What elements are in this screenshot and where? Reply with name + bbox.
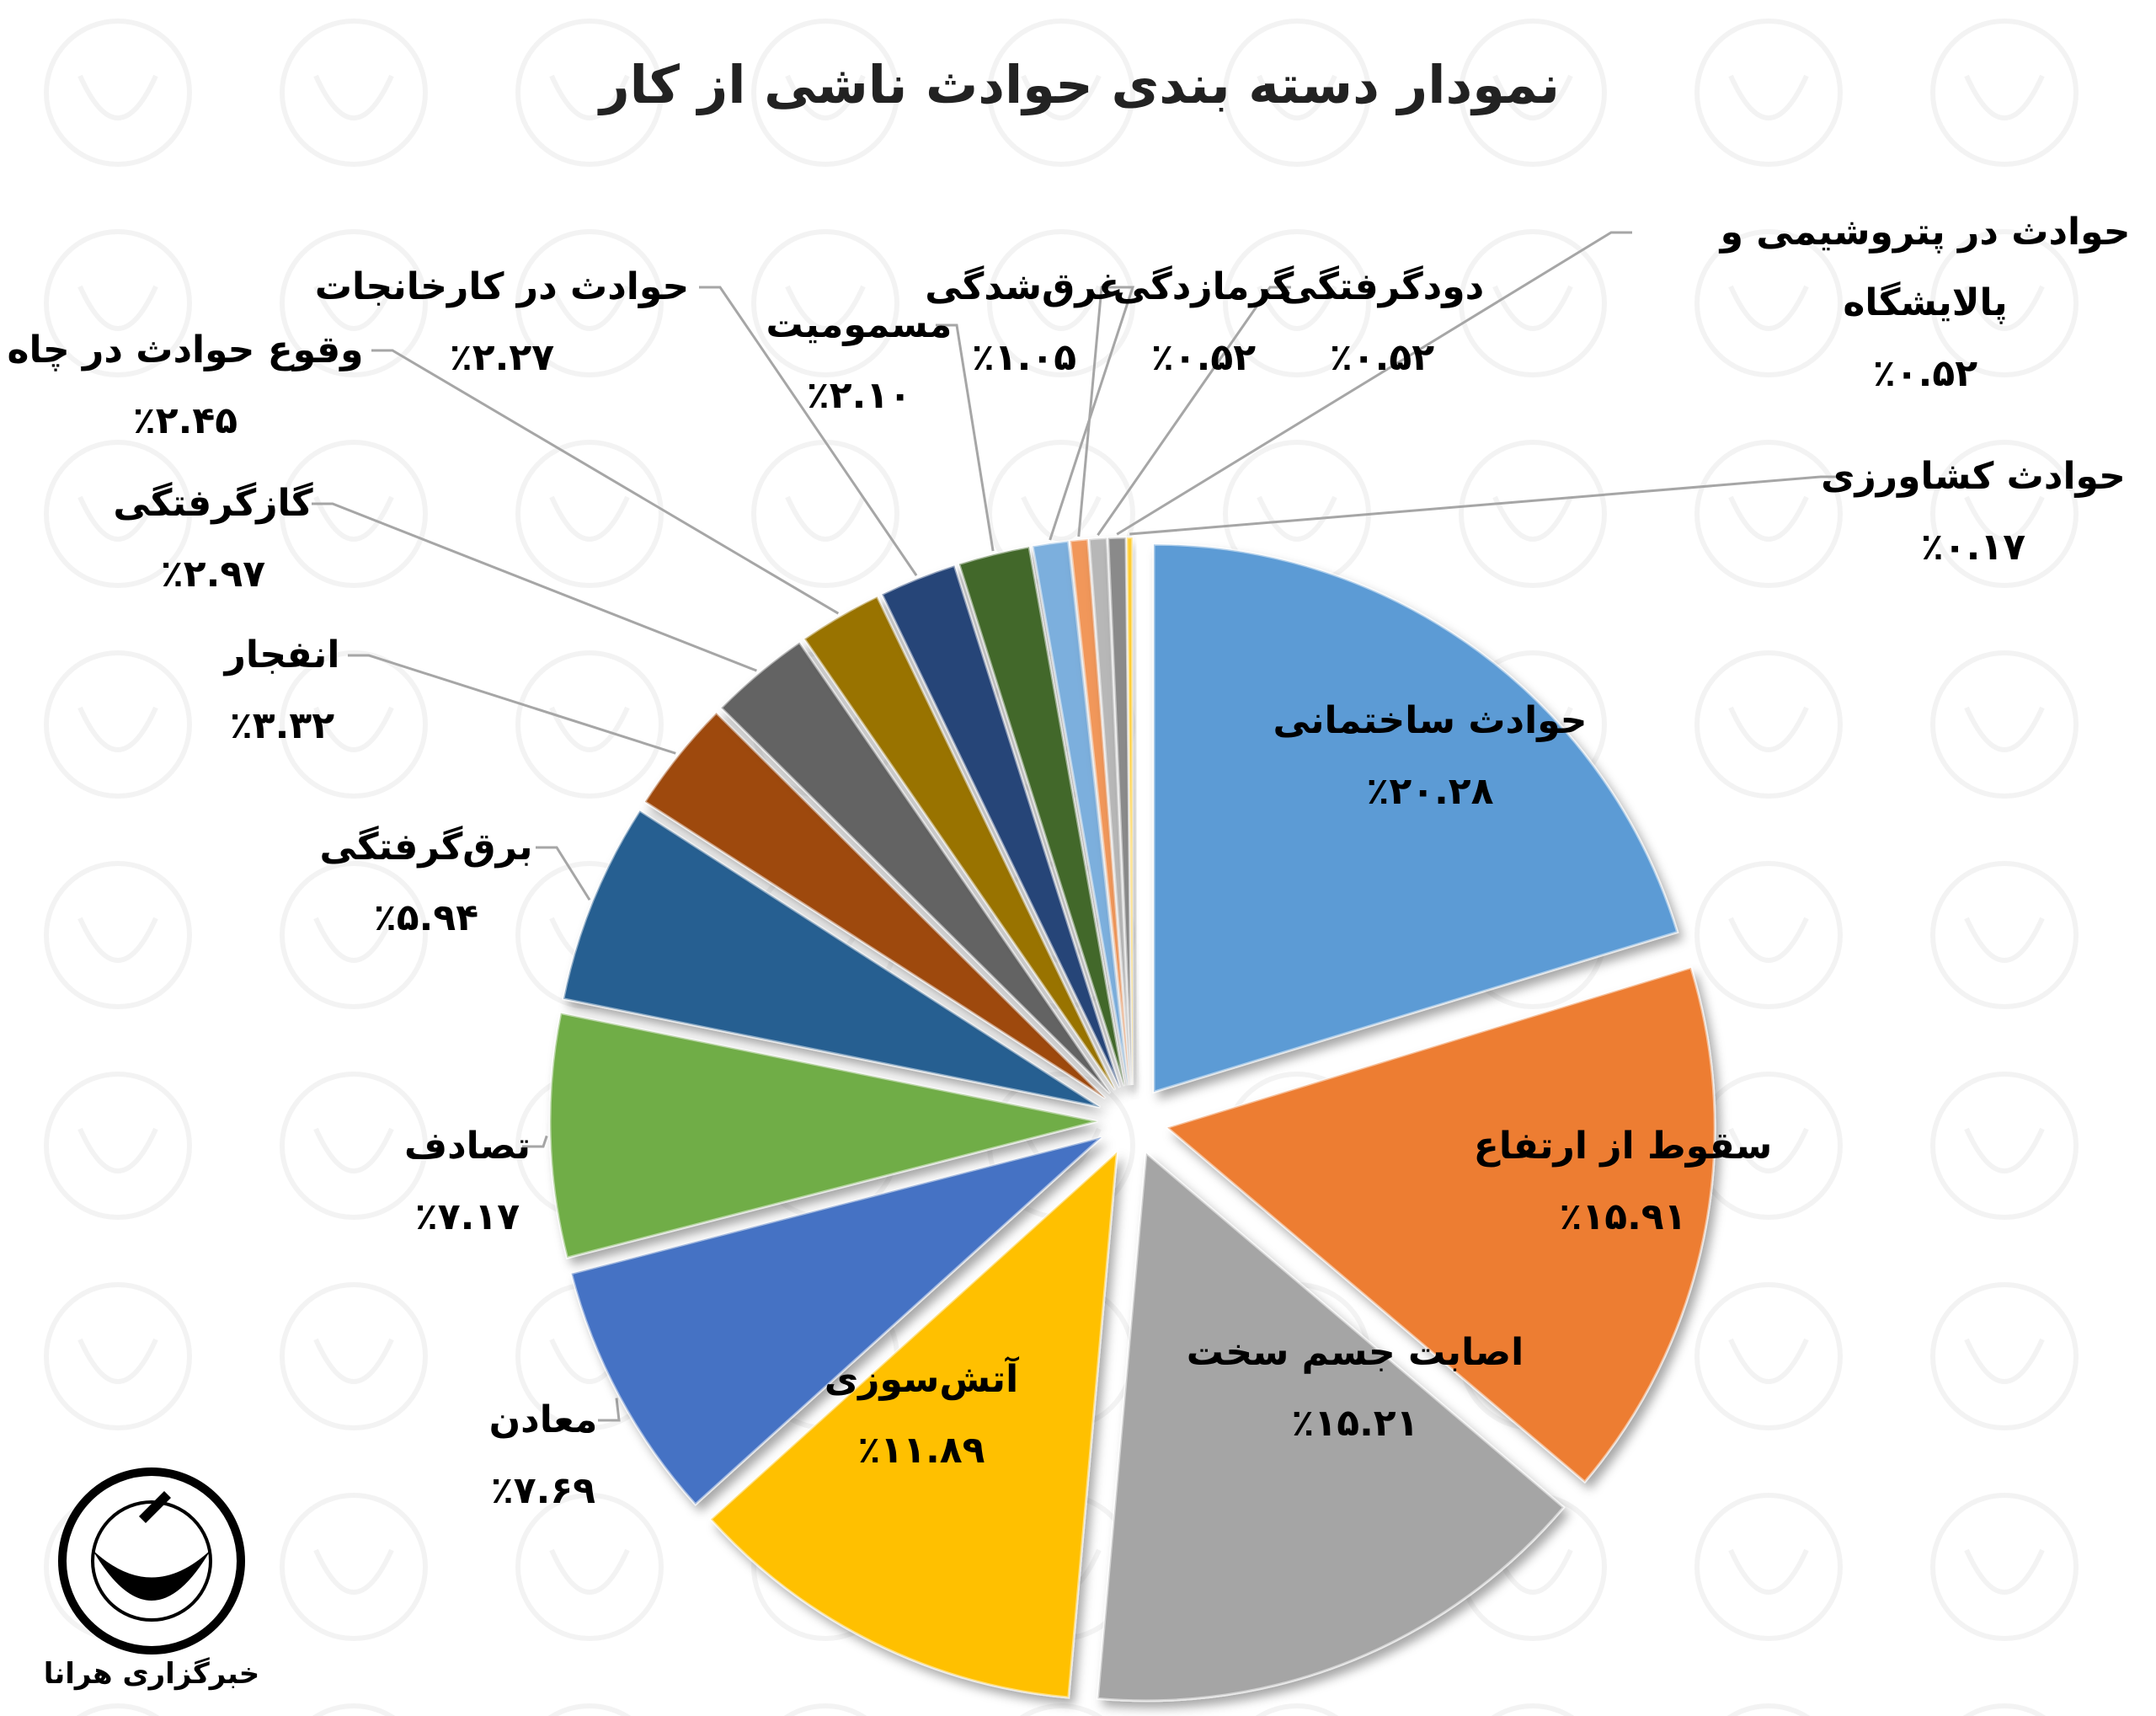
slice-value-label: ٪۱۵.۲۱ — [1292, 1402, 1419, 1445]
leader-line — [536, 846, 591, 901]
chart-title: نمودار دسته بندی حوادث ناشی از کار — [597, 54, 1560, 115]
leader-line — [699, 286, 918, 576]
slice-label: دودگرفتگی — [1280, 265, 1484, 308]
leader-lines — [312, 231, 1842, 1422]
slice-value-label: ٪۲۰.۲۸ — [1367, 770, 1494, 813]
slice-label: تصادف — [404, 1125, 531, 1168]
leader-line — [1116, 231, 1632, 536]
leader-line — [371, 349, 840, 615]
slice-label: گرمازدگی — [1113, 265, 1294, 308]
logo-caption: خبرگزاری هرانا — [44, 1657, 260, 1691]
leader-line — [312, 502, 757, 672]
slice-value-label: ٪۲.۴۵ — [133, 399, 237, 442]
slice-label: گازگرفتگی — [113, 481, 313, 525]
pie-slice — [957, 545, 1126, 1087]
logo: خبرگزاری هرانا — [44, 1467, 260, 1691]
pie-slice — [569, 1136, 1103, 1506]
pie-slice — [708, 1148, 1119, 1699]
slice-label: حوادث در کارخانجات — [315, 265, 689, 308]
slice-label: پالایشگاه — [1843, 281, 2007, 324]
pie-slice — [1165, 965, 1716, 1484]
slice-labels: حوادث ساختمانی ٪۲۰.۲۸ سقوط از ارتفاع ٪۱۵.۹۱… — [7, 211, 2130, 1512]
slice-label: انفجار — [223, 633, 340, 676]
leader-line — [522, 1135, 548, 1148]
leader-line — [348, 654, 676, 755]
slice-label: وقوع حوادث در چاه — [7, 329, 363, 372]
slice-value-label: ٪۰.۵۲ — [1330, 336, 1434, 379]
slice-value-label: ٪۷.۱۷ — [415, 1195, 520, 1238]
slice-label: حوادث کشاورزی — [1821, 455, 2126, 498]
pie-slice — [1152, 543, 1679, 1094]
leader-line — [1077, 286, 1123, 537]
pie-slice — [643, 711, 1107, 1099]
pie-slice — [719, 640, 1112, 1094]
slice-value-label: ٪۲.۱۰ — [807, 374, 911, 417]
slice-label: اصابت جسم سخت — [1187, 1331, 1524, 1374]
slice-label: غرق‌شدگی — [925, 265, 1123, 308]
slice-value-label: ٪۲.۹۷ — [161, 553, 265, 596]
leader-line — [598, 1398, 621, 1422]
pie-slice — [1096, 1150, 1566, 1703]
pie-slice — [548, 1011, 1098, 1259]
slice-value-label: ٪۳.۳۲ — [230, 704, 334, 747]
slice-label: مسمومیت — [766, 303, 953, 346]
pie-slice — [1031, 539, 1129, 1086]
pie-slice — [880, 564, 1121, 1088]
slice-label: حوادث در پتروشیمی و — [1719, 211, 2131, 254]
pie-slice — [1125, 536, 1134, 1086]
slice-value-label: ٪۱۵.۹۱ — [1560, 1195, 1687, 1238]
slice-value-label: ٪۰.۵۲ — [1873, 352, 1977, 395]
slice-label: برق‌گرفتگی — [319, 825, 532, 869]
slice-label: آتش‌سوزی — [825, 1355, 1019, 1401]
slice-value-label: ٪۱۱.۸۹ — [858, 1429, 985, 1472]
pie-slice — [803, 595, 1117, 1091]
pie-slices — [548, 536, 1716, 1703]
slice-label: سقوط از ارتفاع — [1474, 1125, 1772, 1168]
leader-line — [1129, 475, 1842, 536]
slice-label: حوادث ساختمانی — [1273, 699, 1587, 742]
leader-line — [1097, 286, 1291, 537]
slice-value-label: ٪۵.۹۴ — [374, 896, 478, 939]
slice-value-label: ٪۰.۱۷ — [1921, 526, 2025, 569]
slice-label: معادن — [489, 1398, 598, 1441]
slice-value-label: ٪۷.۶۹ — [491, 1469, 595, 1512]
slice-value-label: ٪۲.۲۷ — [450, 336, 554, 379]
pie-slice — [562, 809, 1101, 1109]
leader-line — [936, 323, 995, 552]
slice-value-label: ٪۱.۰۵ — [972, 336, 1076, 379]
slice-value-label: ٪۰.۵۲ — [1151, 336, 1256, 379]
